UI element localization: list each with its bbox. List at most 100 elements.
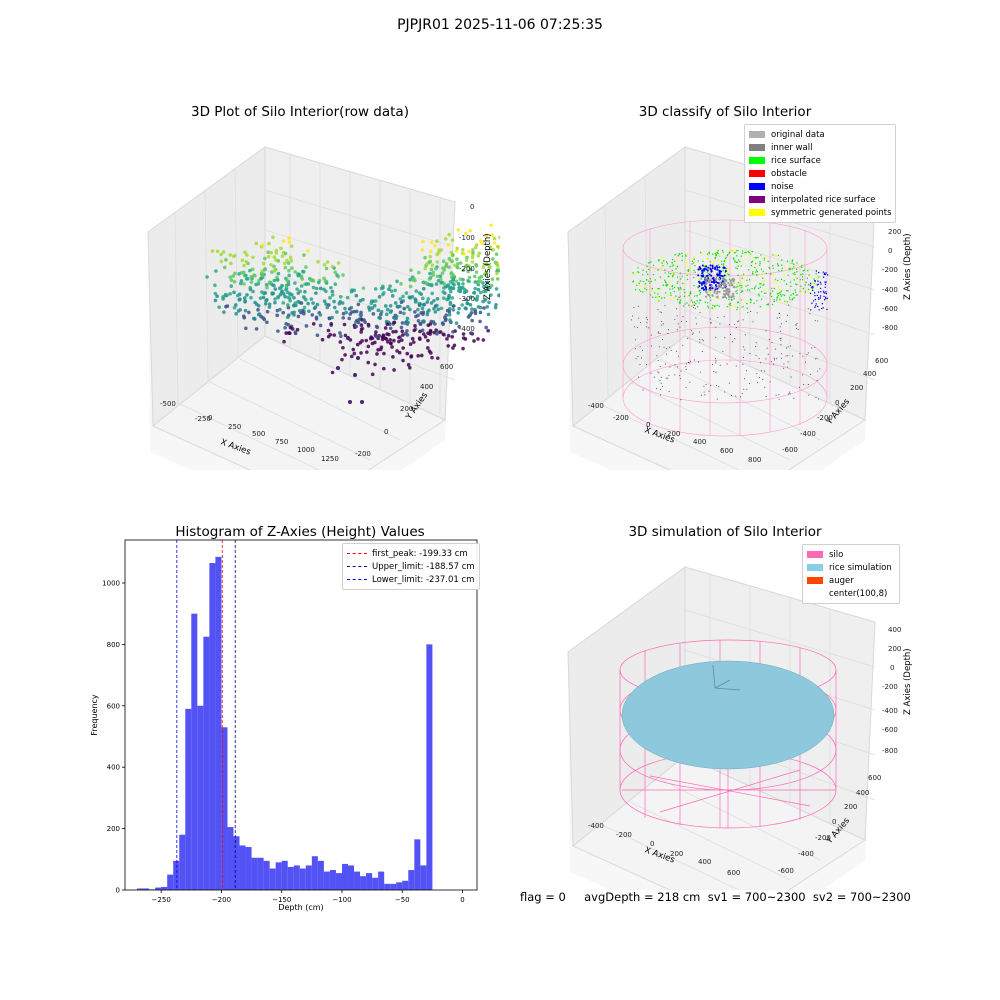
p2-xtick: 0: [646, 421, 650, 429]
classified-point: [681, 275, 683, 277]
classified-point: [772, 254, 774, 256]
scatter-point: [433, 310, 438, 314]
scatter-point: [442, 282, 447, 287]
legend-item-upper-limit: Upper_limit: -188.57 cm: [347, 560, 475, 573]
classified-point: [768, 338, 770, 340]
scatter-point: [486, 328, 490, 333]
panel3-ylabel: Frequency: [90, 694, 99, 736]
scatter-point: [393, 316, 397, 321]
scatter-point: [434, 328, 438, 332]
scatter-point: [435, 260, 440, 264]
legend-label: rice surface: [771, 155, 821, 166]
panel4-zlabel: Z Axies (Depth): [903, 648, 913, 715]
scatter-point: [214, 269, 218, 273]
classified-point: [649, 282, 651, 284]
legend-label: interpolated rice surface: [771, 194, 876, 205]
scatter-point: [449, 286, 453, 290]
classified-point: [759, 283, 761, 285]
scatter-point: [266, 254, 271, 259]
scatter-point: [447, 293, 451, 298]
scatter-point: [276, 259, 281, 263]
scatter-point: [422, 302, 427, 307]
classified-point: [638, 271, 640, 274]
classified-point: [716, 266, 719, 269]
scatter-point: [444, 317, 448, 322]
histogram-bar: [293, 865, 300, 890]
classified-point: [661, 324, 663, 326]
classified-point: [733, 323, 735, 325]
classified-point: [705, 384, 707, 386]
scatter-point: [456, 282, 461, 286]
x-tick-label: −200: [212, 896, 231, 904]
classified-point: [711, 290, 713, 292]
classified-point: [687, 273, 689, 275]
scatter-point: [231, 274, 236, 278]
scatter-point: [228, 291, 232, 296]
classified-point: [734, 305, 737, 308]
classified-point: [707, 254, 709, 257]
scatter-point: [486, 312, 491, 317]
scatter-point: [293, 301, 297, 305]
classified-point: [772, 280, 775, 283]
classified-point: [713, 371, 715, 373]
classified-point: [655, 296, 657, 299]
histogram-bar: [203, 636, 210, 890]
scatter-point: [408, 277, 412, 282]
scatter-point: [286, 303, 290, 307]
classified-point: [690, 299, 693, 301]
scatter-point: [426, 297, 431, 301]
classified-point: [709, 267, 712, 270]
classified-point: [669, 266, 671, 268]
classified-point: [766, 303, 768, 306]
p4-ztick: -800: [882, 747, 898, 755]
classified-point: [789, 296, 791, 299]
classified-point: [742, 357, 744, 359]
scatter-point: [387, 332, 391, 337]
scatter-point: [376, 348, 380, 352]
scatter-point: [355, 342, 360, 347]
classified-point: [683, 289, 685, 291]
classified-point: [678, 287, 680, 289]
scatter-point: [397, 335, 401, 340]
classified-point: [742, 363, 744, 365]
legend-item-first-peak: first_peak: -199.33 cm: [347, 547, 475, 560]
classified-point: [810, 373, 812, 375]
classified-point: [741, 250, 744, 252]
scatter-point: [489, 223, 494, 227]
classified-point: [750, 253, 753, 255]
scatter-point: [348, 400, 352, 404]
classified-point: [815, 273, 817, 275]
classified-point: [815, 303, 817, 305]
classified-point: [728, 290, 731, 293]
classified-point: [731, 283, 734, 287]
scatter-point: [406, 363, 411, 367]
classified-point: [642, 280, 644, 283]
classified-point: [712, 280, 715, 283]
legend-item-noise: noise: [749, 180, 891, 193]
scatter-point: [304, 324, 309, 328]
classified-point: [822, 276, 825, 278]
panel1-title: 3D Plot of Silo Interior(row data): [191, 104, 409, 120]
classified-point: [731, 295, 734, 298]
classified-point: [717, 264, 720, 266]
scatter-point: [451, 277, 456, 282]
classified-point: [776, 358, 778, 360]
classified-point: [647, 273, 649, 276]
scatter-point: [248, 268, 252, 273]
classified-point: [657, 308, 659, 310]
scatter-point: [260, 273, 265, 278]
scatter-point: [311, 279, 316, 283]
legend-swatch: [749, 183, 765, 190]
classified-point: [721, 277, 724, 281]
scatter-point: [233, 271, 237, 276]
classified-point: [809, 284, 812, 287]
scatter-point: [352, 351, 357, 356]
scatter-point: [494, 252, 499, 257]
classified-point: [802, 273, 804, 275]
classified-point: [642, 389, 644, 391]
classified-point: [707, 302, 709, 304]
scatter-point: [256, 304, 261, 308]
scatter-point: [332, 299, 336, 304]
classified-point: [807, 352, 809, 354]
scatter-point: [267, 241, 271, 246]
